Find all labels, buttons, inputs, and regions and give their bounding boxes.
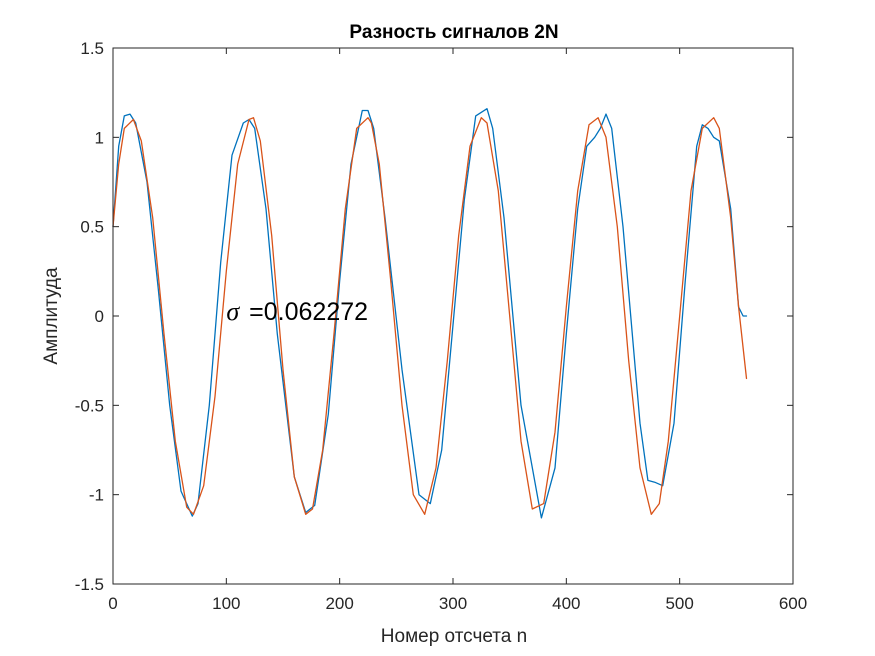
y-tick-label: 1.5 (80, 39, 104, 58)
series-line-1 (112, 108, 748, 519)
y-tick-label: -1 (89, 486, 104, 505)
x-tick-label: 100 (212, 594, 240, 613)
series-layer (112, 108, 748, 519)
x-tick-label: 600 (779, 594, 807, 613)
x-tick-label: 200 (325, 594, 353, 613)
sigma-value: =0.062272 (249, 298, 368, 326)
axes-layer: 0 100 200 300 400 500 600 -1.5 -1 -0.5 0 0.5 1 1.5 (75, 39, 807, 613)
x-axis-label: Номер отсчета n (381, 626, 527, 647)
y-tick-label: -0.5 (75, 396, 104, 415)
x-tick-label: 0 (108, 594, 117, 613)
x-tick-label: 300 (439, 594, 467, 613)
y-tick-label: 0.5 (80, 218, 104, 237)
series-line-2 (112, 117, 748, 515)
plot-area (113, 48, 793, 584)
sigma-symbol: σ (226, 297, 240, 326)
sigma-annotation: σ =0.062272 (226, 297, 368, 326)
x-tick-label: 400 (552, 594, 580, 613)
chart-title: Разность сигналов 2N (349, 22, 558, 43)
y-axis-label: Амплитуда (41, 267, 62, 365)
y-tick-label: 0 (95, 307, 104, 326)
y-tick-label: 1 (95, 128, 104, 147)
x-tick-label: 500 (665, 594, 693, 613)
plot-background (113, 48, 793, 584)
y-tick-label: -1.5 (75, 575, 104, 594)
